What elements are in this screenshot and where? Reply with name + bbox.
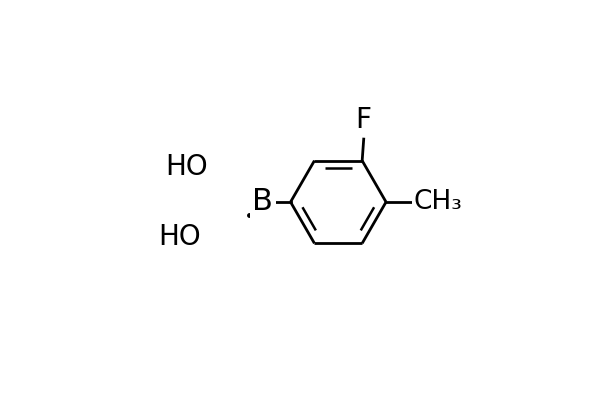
Text: HO: HO: [158, 224, 201, 252]
Text: CH₃: CH₃: [414, 189, 463, 215]
Text: F: F: [356, 106, 372, 134]
Text: B: B: [253, 188, 273, 216]
Text: HO: HO: [165, 152, 208, 180]
